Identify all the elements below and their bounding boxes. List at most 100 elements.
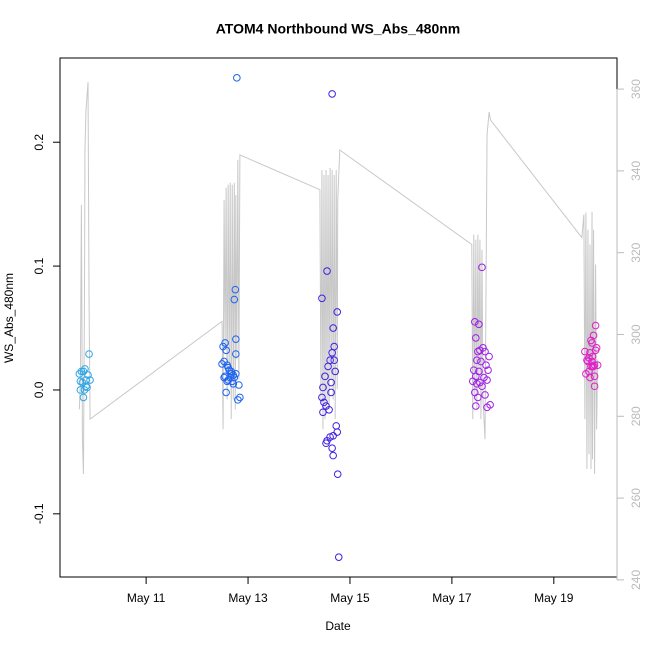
x-tick-label: May 15: [330, 591, 370, 605]
point: [468, 377, 477, 386]
y-tick-label: 0.0: [32, 381, 46, 398]
point: [224, 363, 232, 372]
point: [232, 335, 240, 343]
point: [325, 405, 333, 414]
point: [75, 370, 84, 378]
point: [231, 285, 240, 294]
point: [472, 402, 480, 410]
point: [329, 451, 337, 460]
point: [232, 350, 240, 358]
point: [483, 376, 491, 384]
point: [79, 393, 88, 402]
y2-tick-label: 360: [629, 79, 643, 99]
y2-tick-label: 340: [629, 161, 643, 181]
point: [482, 361, 490, 369]
point: [330, 356, 338, 365]
point: [593, 361, 602, 369]
x-tick-label: May 13: [228, 591, 268, 605]
line-series: [78, 82, 599, 474]
point: [236, 393, 244, 402]
point: [581, 347, 589, 356]
point: [591, 321, 600, 330]
point: [481, 347, 489, 356]
point: [318, 393, 326, 402]
point: [229, 379, 238, 388]
point: [588, 339, 596, 347]
point: [232, 370, 240, 378]
point: [331, 367, 339, 376]
point: [590, 382, 599, 391]
point: [222, 388, 230, 397]
point: [218, 360, 226, 368]
point: [484, 366, 492, 374]
point: [474, 347, 482, 356]
point: [233, 74, 241, 82]
point: [477, 357, 485, 366]
point: [333, 308, 342, 316]
point: [473, 356, 481, 365]
y2-tick-label: 260: [629, 488, 643, 508]
point: [478, 263, 486, 272]
point: [329, 431, 337, 440]
point: [332, 422, 341, 430]
point: [82, 382, 90, 391]
point: [472, 334, 480, 342]
point: [474, 393, 482, 402]
y2-tick-label: 300: [629, 324, 643, 344]
point: [327, 388, 335, 397]
point: [481, 391, 489, 399]
point: [334, 553, 343, 561]
point: [318, 294, 326, 303]
point: [86, 376, 94, 384]
point: [583, 356, 591, 365]
point: [328, 90, 336, 98]
point: [80, 386, 89, 394]
point: [235, 381, 243, 389]
x-tick-label: May 17: [432, 591, 472, 605]
point: [475, 320, 483, 329]
point: [476, 346, 484, 355]
point: [230, 295, 239, 304]
point: [330, 342, 338, 351]
y-axis-label: WS_Abs_480nm: [2, 273, 16, 363]
point: [76, 386, 85, 394]
x-tick-label: May 19: [534, 591, 574, 605]
point: [85, 350, 93, 358]
point: [321, 372, 329, 381]
point: [81, 365, 89, 373]
plot-box: [59, 57, 618, 578]
point: [590, 361, 599, 369]
point: [322, 439, 330, 448]
point: [76, 377, 85, 386]
y-tick-label: 0.1: [32, 257, 46, 274]
point: [222, 346, 230, 355]
point: [589, 362, 598, 371]
chart-title: ATOM4 Northbound WS_Abs_480nm: [216, 21, 461, 37]
point: [471, 318, 479, 326]
point: [591, 346, 600, 355]
point: [319, 383, 327, 392]
point: [478, 382, 486, 391]
point: [328, 349, 336, 357]
y2-tick-label: 240: [629, 570, 643, 590]
point: [590, 372, 599, 381]
point: [585, 367, 593, 376]
point: [333, 470, 342, 478]
point: [234, 396, 242, 404]
point: [323, 267, 331, 275]
point: [327, 378, 335, 387]
point: [472, 372, 480, 381]
y2-tick-label: 280: [629, 406, 643, 426]
point: [84, 371, 92, 379]
point: [588, 352, 597, 361]
point: [486, 401, 494, 409]
point: [324, 362, 332, 371]
x-tick-label: May 11: [127, 591, 166, 605]
point: [328, 444, 336, 452]
point: [329, 324, 337, 332]
point: [320, 398, 328, 407]
y-tick-label: -0.1: [32, 503, 46, 524]
y2-tick-label: 320: [629, 242, 643, 262]
point: [221, 339, 229, 347]
